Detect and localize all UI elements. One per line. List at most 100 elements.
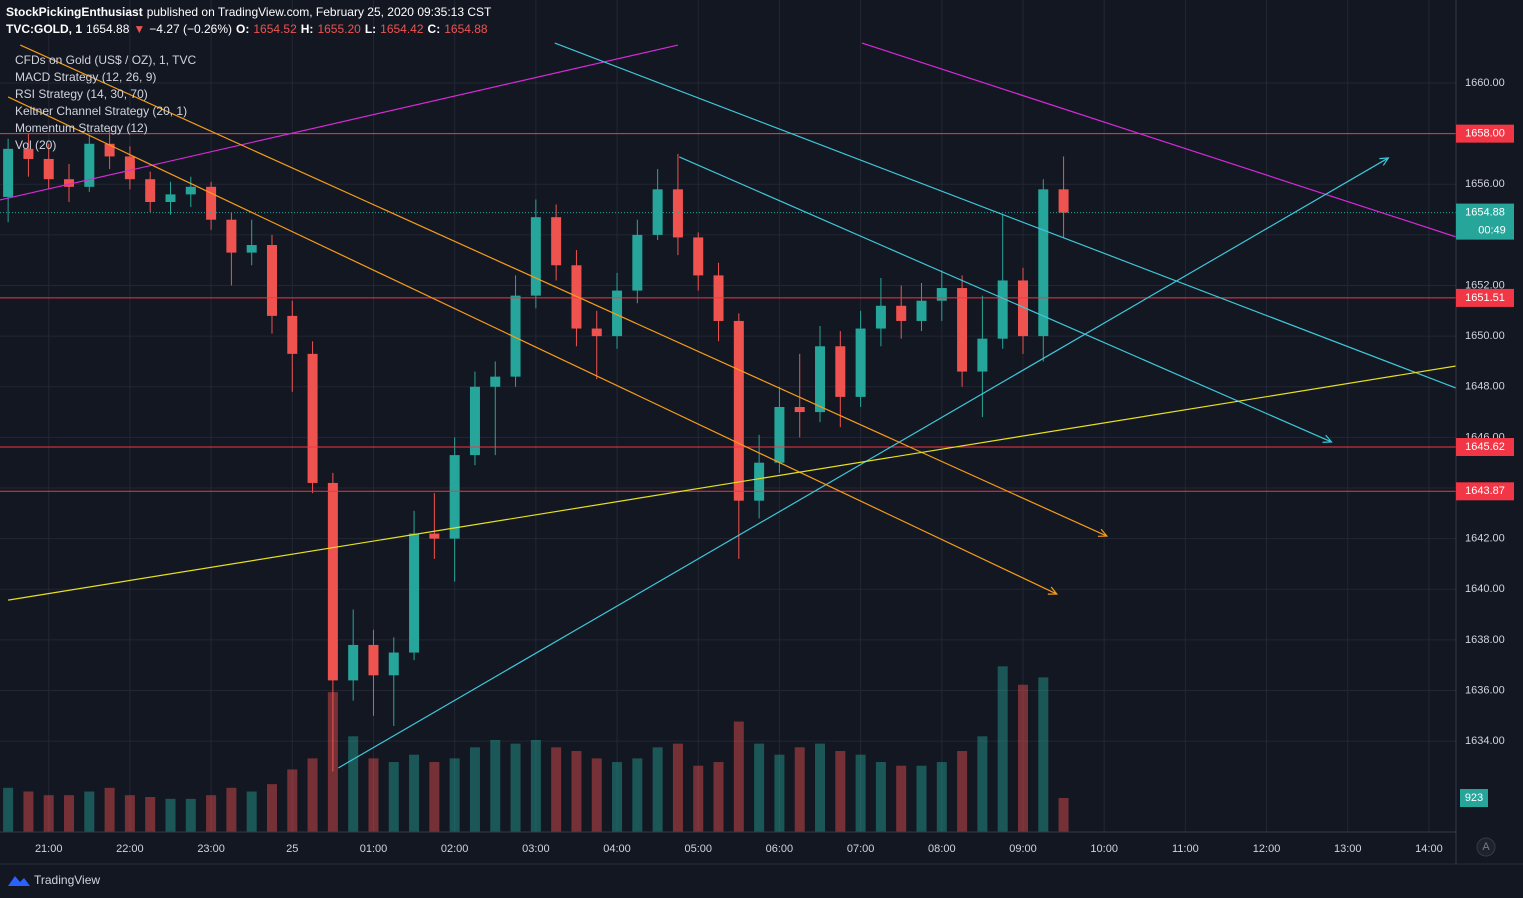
candle-body — [530, 217, 541, 296]
candle-body — [957, 288, 968, 372]
candle-body — [43, 158, 54, 180]
header-text: 1654.88 — [444, 22, 488, 36]
volume-bar — [388, 762, 399, 832]
arrow-head — [1379, 157, 1390, 166]
volume-bar — [1017, 684, 1028, 832]
candle-body — [388, 652, 399, 676]
volume-bar — [43, 795, 54, 832]
header-text: 1654.88 — [86, 22, 130, 36]
volume-bar — [469, 747, 480, 832]
axes: 1634.001636.001638.001640.001642.001644.… — [0, 0, 1523, 865]
volume-bar — [206, 795, 217, 832]
candle-body — [226, 219, 237, 253]
x-tick-label: 11:00 — [1172, 843, 1199, 855]
header-text: TVC:GOLD, 1 — [6, 22, 82, 36]
x-tick-label: 04:00 — [603, 843, 631, 855]
volume-bar — [429, 762, 440, 832]
x-tick-label: 07:00 — [847, 843, 875, 855]
x-tick-label: 13:00 — [1334, 843, 1362, 855]
trend-line — [20, 44, 1108, 537]
auto-scale-label[interactable]: A — [1482, 841, 1490, 853]
volume-bar — [23, 791, 34, 832]
header-text: ▼ — [133, 22, 145, 36]
volume-bar — [754, 743, 765, 832]
plot-area — [0, 0, 1456, 832]
candle-body — [368, 644, 379, 676]
volume-bar — [733, 721, 744, 832]
volume-bar — [84, 791, 95, 832]
arrow-head — [1097, 528, 1109, 537]
header-text: StockPickingEnthusiast — [6, 5, 143, 19]
x-tick-label: 12:00 — [1253, 843, 1281, 855]
volume-bar — [936, 762, 947, 832]
candle-body — [794, 407, 805, 413]
candle-body — [612, 290, 623, 337]
volume-bar — [693, 765, 704, 832]
candle-body — [672, 189, 683, 238]
volume-bar — [672, 743, 683, 832]
x-tick-label: 05:00 — [684, 843, 712, 855]
legend-item: Keltner Channel Strategy (20, 1) — [15, 104, 187, 118]
candle-body — [246, 245, 257, 253]
volume-bar — [409, 754, 420, 832]
volume-bar — [185, 798, 196, 832]
header-text: C: — [428, 22, 441, 36]
candle-body — [409, 533, 420, 653]
volume-label: 923 — [1465, 792, 1483, 804]
header-text: H: — [301, 22, 314, 36]
level-label-box — [1456, 482, 1514, 501]
volume-label-box — [1460, 789, 1488, 808]
candle-body — [855, 328, 866, 397]
auto-scale-button[interactable] — [1476, 837, 1496, 857]
x-tick-label: 08:00 — [928, 843, 956, 855]
logo — [8, 876, 30, 886]
candle-body — [23, 148, 34, 159]
volume-bar — [551, 747, 562, 832]
x-tick-label: 10:00 — [1090, 843, 1118, 855]
volume-bar — [875, 762, 886, 832]
x-tick-label: 22:00 — [116, 843, 144, 855]
candle-body — [815, 346, 826, 413]
header-text: O: — [236, 22, 249, 36]
overlay: 1658.00 1651.51 1645.62 1643.87 1654.88 00:49… — [6, 5, 1514, 808]
volume-bar — [348, 736, 359, 832]
trend-line — [7, 96, 1058, 595]
candle-body — [997, 280, 1008, 339]
volume-bar — [855, 754, 866, 832]
volume-bar — [1058, 798, 1069, 832]
y-tick-label: 1648.00 — [1465, 381, 1505, 393]
header-text: −4.27 (−0.26%) — [149, 22, 232, 36]
volume-bar — [368, 758, 379, 832]
header-text: 1655.20 — [317, 22, 361, 36]
candle-body — [429, 533, 440, 539]
volume-bar — [3, 787, 14, 832]
volume-bar — [612, 762, 623, 832]
y-tick-label: 1656.00 — [1465, 178, 1505, 190]
header-text: published on TradingView.com, February 2… — [147, 5, 492, 19]
volume-bar — [997, 666, 1008, 832]
level-label: 1643.87 — [1465, 485, 1505, 497]
volume-bar — [591, 758, 602, 832]
x-tick-label: 14:00 — [1415, 843, 1443, 855]
volume-bar — [510, 743, 521, 832]
candle-body — [754, 462, 765, 501]
x-tick-label: 01:00 — [360, 843, 388, 855]
level-label-box — [1456, 288, 1514, 307]
candle-body — [449, 455, 460, 539]
trend-line — [554, 42, 1456, 389]
y-tick-label: 1636.00 — [1465, 684, 1505, 696]
candle-body — [469, 386, 480, 456]
candle-body — [591, 328, 602, 337]
legend-item: MACD Strategy (12, 26, 9) — [15, 70, 156, 84]
level-label: 1645.62 — [1465, 441, 1505, 453]
candle-body — [1058, 189, 1069, 213]
volume-bar — [64, 795, 75, 832]
x-tick-label: 03:00 — [522, 843, 550, 855]
candle-body — [652, 189, 663, 235]
candle-body — [3, 148, 14, 197]
volume-bar — [104, 787, 115, 832]
trend-line — [861, 42, 1456, 238]
candle-body — [551, 217, 562, 266]
y-tick-label: 1642.00 — [1465, 533, 1505, 545]
